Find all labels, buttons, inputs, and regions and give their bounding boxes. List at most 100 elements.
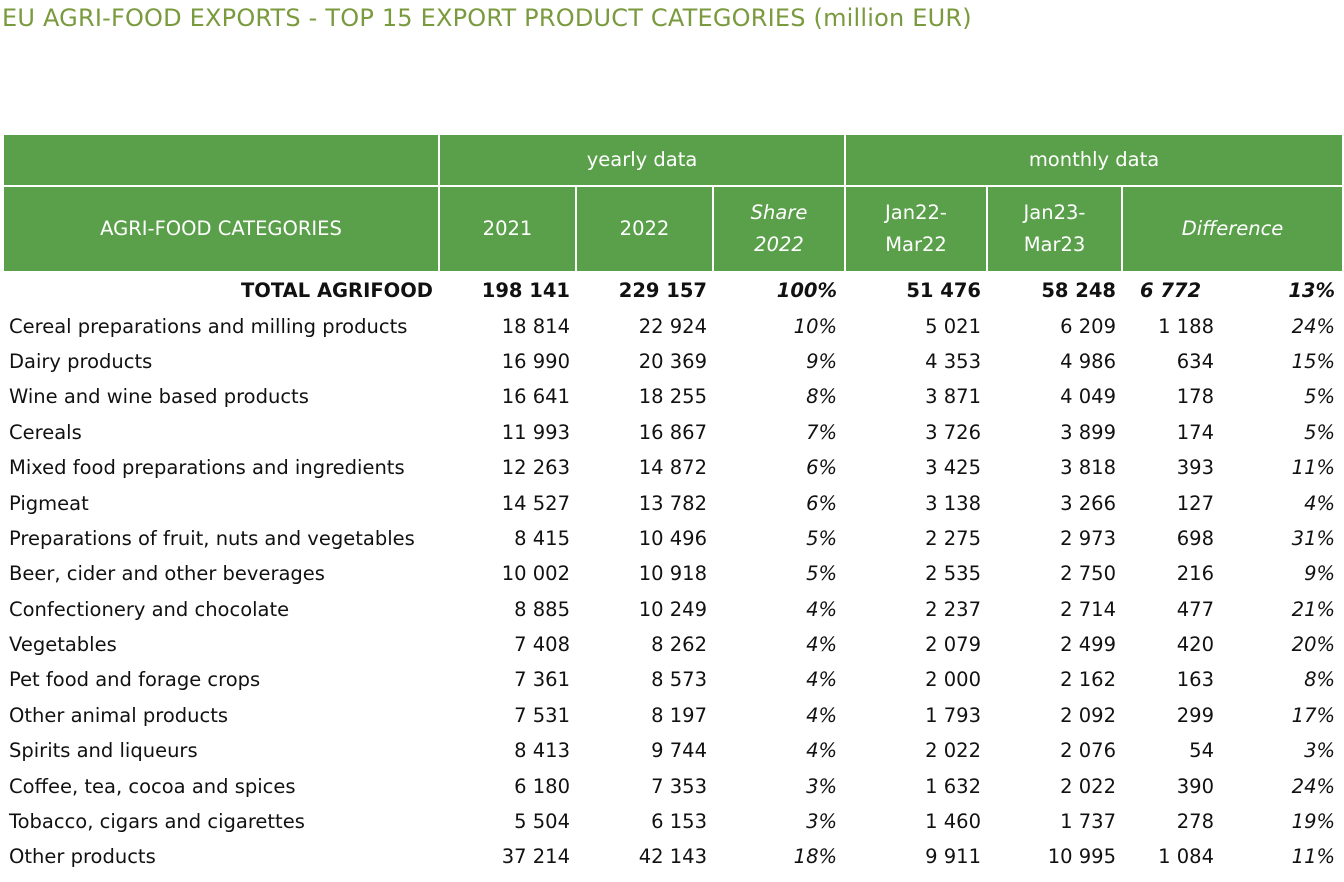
cell-jan23-mar23: 2 076 xyxy=(1060,739,1116,763)
cell-jan23-mar23: 2 022 xyxy=(1060,774,1116,798)
cell-jan22-mar22: 2 000 xyxy=(925,668,981,692)
total-category: TOTAL AGRIFOOD xyxy=(240,279,433,303)
cell-category: Tobacco, cigars and cigarettes xyxy=(9,810,305,834)
total-jan22-mar22: 51 476 xyxy=(906,279,981,303)
cell-share-2022: 3% xyxy=(806,774,837,798)
cell-difference-pct: 3% xyxy=(1304,739,1335,763)
cell-jan22-mar22: 9 911 xyxy=(925,845,981,869)
cell-2021: 6 180 xyxy=(514,774,570,798)
cell-2022: 14 872 xyxy=(638,456,707,480)
header-columns-row: AGRI-FOOD CATEGORIES 2021 2022 Share 202… xyxy=(2,185,1344,273)
cell-jan22-mar22: 3 425 xyxy=(925,456,981,480)
cell-jan22-mar22: 1 793 xyxy=(925,703,981,727)
cell-2021: 10 002 xyxy=(501,562,570,586)
page-title: EU AGRI-FOOD EXPORTS - TOP 15 EXPORT PRO… xyxy=(2,4,972,32)
total-2021: 198 141 xyxy=(481,279,570,303)
cell-jan23-mar23: 3 818 xyxy=(1060,456,1116,480)
cell-share-2022: 8% xyxy=(806,385,837,409)
header-yearly-data: yearly data xyxy=(438,133,846,187)
exports-table: yearly data monthly data AGRI-FOOD CATEG… xyxy=(2,133,1344,875)
cell-category: Dairy products xyxy=(9,349,153,373)
cell-category: Preparations of fruit, nuts and vegetabl… xyxy=(9,526,415,550)
table-row: Coffee, tea, cocoa and spices 6 180 7 353 3… xyxy=(3,768,1343,803)
cell-share-2022: 6% xyxy=(806,491,837,515)
cell-difference-pct: 11% xyxy=(1291,845,1335,869)
table-row: Beer, cider and other beverages 10 002 10 … xyxy=(3,556,1343,591)
header-jan23-mar23: Jan23- Mar23 xyxy=(986,185,1123,273)
header-jan22-mar22: Jan22- Mar22 xyxy=(844,185,988,273)
header-group-row: yearly data monthly data xyxy=(2,133,1344,187)
cell-difference-abs: 698 xyxy=(1176,526,1214,550)
table-row: Tobacco, cigars and cigarettes 5 504 6 153… xyxy=(3,804,1343,839)
cell-category: Beer, cider and other beverages xyxy=(9,562,325,586)
cell-difference-pct: 17% xyxy=(1291,703,1335,727)
cell-difference-pct: 21% xyxy=(1291,597,1335,621)
total-difference-pct: 13% xyxy=(1288,279,1335,303)
cell-jan23-mar23: 2 162 xyxy=(1060,668,1116,692)
cell-difference-pct: 11% xyxy=(1291,456,1335,480)
cell-share-2022: 5% xyxy=(806,562,837,586)
cell-2021: 12 263 xyxy=(501,456,570,480)
cell-difference-abs: 278 xyxy=(1176,810,1214,834)
cell-jan23-mar23: 10 995 xyxy=(1047,845,1116,869)
cell-2022: 10 918 xyxy=(638,562,707,586)
table-row: Wine and wine based products 16 641 18 255… xyxy=(3,379,1343,414)
cell-jan22-mar22: 5 021 xyxy=(925,314,981,338)
cell-jan22-mar22: 2 022 xyxy=(925,739,981,763)
cell-jan23-mar23: 3 266 xyxy=(1060,491,1116,515)
cell-difference-pct: 9% xyxy=(1304,562,1335,586)
cell-difference-pct: 20% xyxy=(1291,633,1335,657)
cell-share-2022: 4% xyxy=(806,703,837,727)
cell-share-2022: 9% xyxy=(806,349,837,373)
cell-jan22-mar22: 3 138 xyxy=(925,491,981,515)
cell-share-2022: 4% xyxy=(806,668,837,692)
cell-2021: 18 814 xyxy=(501,314,570,338)
cell-2022: 7 353 xyxy=(651,774,707,798)
cell-difference-abs: 54 xyxy=(1189,739,1214,763)
cell-share-2022: 4% xyxy=(806,739,837,763)
table-row: Mixed food preparations and ingredients 1… xyxy=(3,450,1343,485)
cell-share-2022: 6% xyxy=(806,456,837,480)
cell-category: Other products xyxy=(9,845,156,869)
cell-2022: 8 573 xyxy=(651,668,707,692)
cell-2022: 18 255 xyxy=(638,385,707,409)
cell-difference-abs: 299 xyxy=(1176,703,1214,727)
cell-2022: 10 496 xyxy=(638,526,707,550)
cell-jan22-mar22: 2 275 xyxy=(925,526,981,550)
cell-difference-pct: 4% xyxy=(1304,491,1335,515)
cell-2022: 16 867 xyxy=(638,420,707,444)
header-jan22-line1: Jan22- xyxy=(885,201,947,224)
cell-2022: 42 143 xyxy=(638,845,707,869)
header-share-2022: Share 2022 xyxy=(712,185,846,273)
cell-jan23-mar23: 2 973 xyxy=(1060,526,1116,550)
cell-2021: 16 641 xyxy=(501,385,570,409)
cell-jan23-mar23: 2 750 xyxy=(1060,562,1116,586)
table-row: Pet food and forage crops 7 361 8 573 4% 2 0… xyxy=(3,662,1343,697)
cell-jan23-mar23: 3 899 xyxy=(1060,420,1116,444)
cell-difference-abs: 178 xyxy=(1176,385,1214,409)
table-row: Spirits and liqueurs 8 413 9 744 4% 2 022 2 0… xyxy=(3,733,1343,768)
cell-difference-abs: 390 xyxy=(1176,774,1214,798)
cell-category: Pigmeat xyxy=(9,491,89,515)
cell-jan23-mar23: 2 499 xyxy=(1060,633,1116,657)
cell-2021: 7 408 xyxy=(514,633,570,657)
cell-2022: 6 153 xyxy=(651,810,707,834)
table-row: Vegetables 7 408 8 262 4% 2 079 2 499 420 20% xyxy=(3,627,1343,662)
cell-share-2022: 5% xyxy=(806,526,837,550)
cell-category: Wine and wine based products xyxy=(9,385,309,409)
cell-difference-abs: 127 xyxy=(1176,491,1214,515)
cell-2022: 9 744 xyxy=(651,739,707,763)
cell-difference-pct: 31% xyxy=(1291,526,1335,550)
cell-jan23-mar23: 2 092 xyxy=(1060,703,1116,727)
cell-2021: 8 413 xyxy=(514,739,570,763)
header-2022: 2022 xyxy=(575,185,714,273)
total-difference-abs: 6 772 xyxy=(1140,279,1202,303)
cell-jan22-mar22: 2 535 xyxy=(925,562,981,586)
cell-share-2022: 10% xyxy=(793,314,837,338)
cell-share-2022: 18% xyxy=(793,845,837,869)
cell-jan23-mar23: 4 049 xyxy=(1060,385,1116,409)
cell-jan23-mar23: 1 737 xyxy=(1060,810,1116,834)
cell-2022: 8 197 xyxy=(651,703,707,727)
cell-category: Confectionery and chocolate xyxy=(9,597,290,621)
table-row: Preparations of fruit, nuts and vegetabl… xyxy=(3,521,1343,556)
